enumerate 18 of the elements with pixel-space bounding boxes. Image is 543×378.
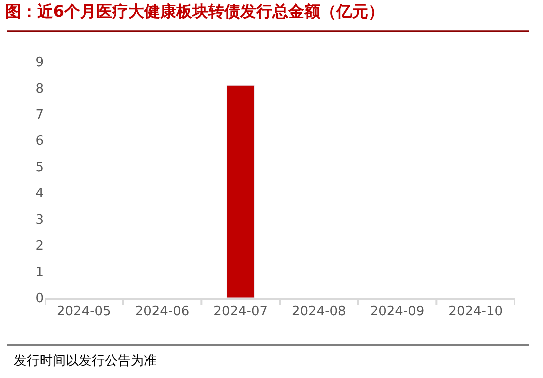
x-tick-label: 2024-06 — [135, 304, 190, 320]
y-tick-label: 6 — [36, 134, 44, 150]
x-tick-label: 2024-10 — [448, 304, 503, 320]
x-tick-label: 2024-07 — [214, 304, 268, 320]
y-tick-label: 7 — [36, 108, 44, 123]
x-tick-label: 2024-05 — [57, 304, 112, 320]
y-tick-label: 9 — [36, 56, 44, 71]
chart-title: 图：近6个月医疗大健康板块转债发行总金额（亿元） — [5, 2, 385, 21]
y-tick-label: 4 — [36, 186, 44, 202]
y-tick-label: 8 — [36, 82, 44, 97]
text: 发行时间以发行公告为准 — [14, 354, 157, 369]
y-tick-label: 3 — [36, 212, 44, 228]
y-tick-label: 2 — [36, 239, 44, 254]
y-tick-label: 5 — [36, 160, 44, 176]
x-tick-label: 2024-08 — [292, 304, 346, 320]
y-tick-label: 1 — [36, 265, 44, 280]
x-tick-label: 2024-09 — [370, 304, 425, 320]
y-tick-label: 0 — [36, 292, 44, 307]
